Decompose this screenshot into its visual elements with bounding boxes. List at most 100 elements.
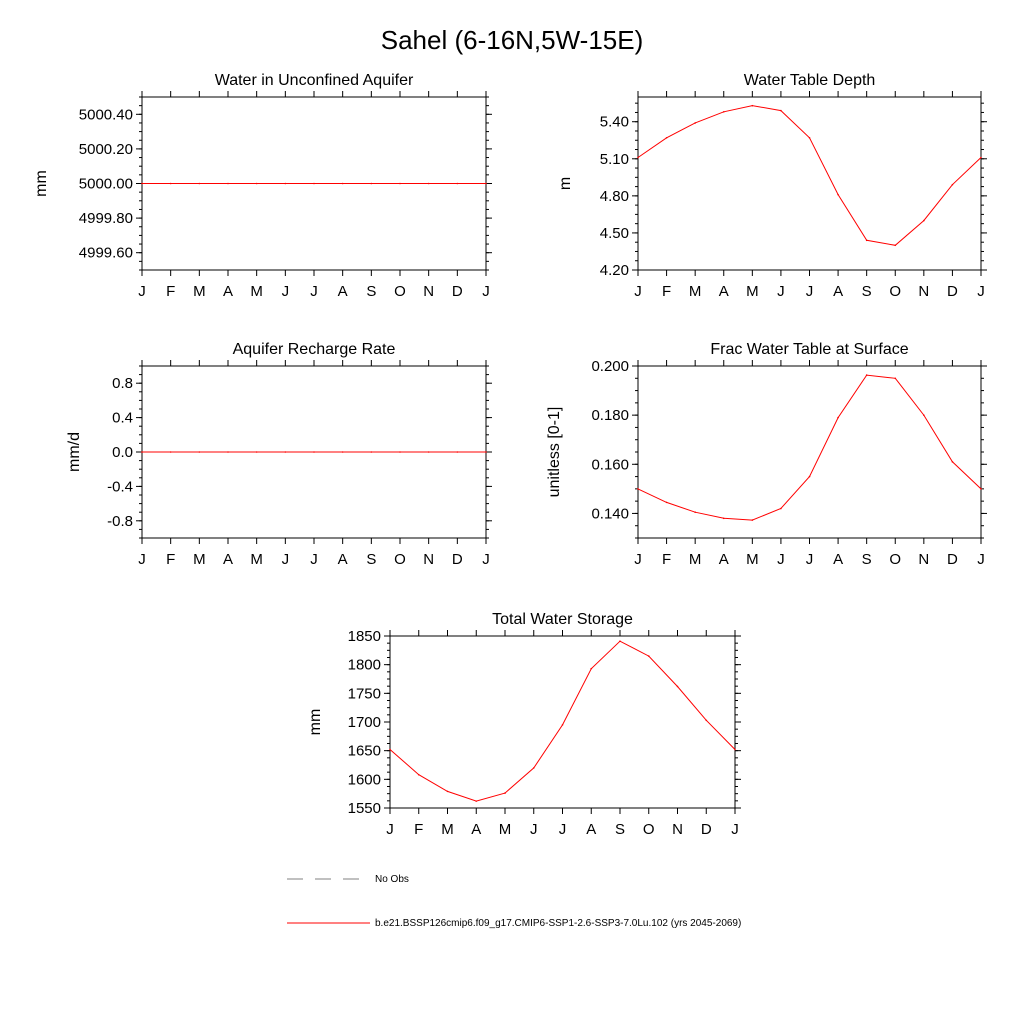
data-point: [665, 136, 668, 139]
series-line: [637, 374, 982, 521]
data-point: [647, 655, 650, 657]
x-tick-label: N: [423, 551, 434, 568]
x-tick-label: F: [166, 283, 175, 300]
x-tick-label: S: [862, 551, 872, 568]
data-point: [198, 182, 201, 185]
data-point: [198, 451, 201, 453]
data-point: [619, 640, 621, 642]
x-tick-label: J: [731, 821, 739, 838]
x-tick-label: A: [471, 821, 481, 838]
figure-title: Sahel (6-16N,5W-15E): [381, 25, 644, 55]
y-tick-label: 0.160: [591, 456, 629, 473]
x-tick-label: J: [530, 821, 538, 838]
x-tick-label: A: [223, 551, 233, 568]
y-tick-label: 1800: [348, 657, 381, 674]
x-tick-label: F: [662, 283, 671, 300]
y-tick-label: 0.180: [591, 407, 629, 424]
x-tick-label: M: [746, 551, 759, 568]
data-point: [980, 488, 982, 490]
y-tick-label: 4999.80: [79, 210, 133, 227]
data-point: [865, 239, 868, 242]
x-tick-label: M: [746, 283, 759, 300]
y-tick-label: -0.8: [107, 513, 133, 530]
x-tick-label: D: [701, 821, 712, 838]
data-point: [951, 461, 954, 463]
x-tick-label: J: [282, 551, 290, 568]
data-point: [532, 767, 535, 769]
data-point: [751, 519, 754, 521]
data-point: [456, 182, 459, 185]
x-tick-label: M: [689, 551, 702, 568]
data-point: [485, 451, 487, 453]
data-point: [446, 790, 449, 793]
data-point: [676, 685, 679, 688]
data-point: [255, 182, 258, 185]
x-tick-label: J: [138, 283, 146, 300]
data-point: [485, 182, 487, 185]
data-point: [923, 414, 925, 416]
x-tick-label: J: [777, 551, 785, 568]
x-tick-label: A: [338, 551, 348, 568]
x-tick-label: N: [672, 821, 683, 838]
x-tick-label: D: [947, 551, 958, 568]
x-tick-label: A: [719, 551, 729, 568]
data-point: [694, 511, 696, 513]
data-point: [227, 451, 229, 453]
data-point: [722, 517, 725, 520]
y-tick-label: 4.80: [600, 188, 629, 205]
data-point: [894, 244, 897, 247]
x-tick-label: J: [386, 821, 394, 838]
y-tick-label: 5000.00: [79, 176, 133, 193]
panel-title: Aquifer Recharge Rate: [233, 341, 396, 358]
panel-1: J F M A M J J A S O N D J4999.604999.805000.005000.2…: [33, 72, 492, 300]
data-point: [341, 451, 344, 453]
x-tick-label: O: [394, 551, 406, 568]
y-axis-label: m: [557, 177, 574, 190]
data-point: [475, 800, 478, 802]
panel-5: J F M A M J J A S O N D J155016001650170017501800185…: [307, 611, 741, 838]
y-axis-label: mm/d: [66, 432, 83, 472]
x-tick-label: M: [689, 283, 702, 300]
x-tick-label: A: [338, 283, 348, 300]
data-point: [923, 219, 925, 222]
y-tick-label: 5000.20: [79, 141, 133, 158]
data-point: [417, 773, 420, 776]
data-point: [389, 748, 391, 751]
x-tick-label: J: [482, 551, 490, 568]
y-tick-label: -0.4: [107, 478, 133, 495]
data-point: [313, 182, 315, 185]
y-tick-label: 4.20: [600, 262, 629, 279]
legend: No Obs b.e21.BSSP126cmip6.f09_g17.CMIP6-…: [287, 874, 741, 929]
x-tick-label: A: [833, 283, 843, 300]
y-tick-label: 1650: [348, 743, 381, 760]
data-point: [456, 451, 459, 453]
x-tick-label: N: [423, 283, 434, 300]
x-tick-label: J: [138, 551, 146, 568]
plot-frame: [637, 365, 982, 539]
y-tick-label: 1850: [348, 628, 381, 645]
data-point: [504, 792, 506, 794]
x-tick-label: J: [634, 283, 642, 300]
x-tick-label: S: [366, 551, 376, 568]
data-point: [980, 156, 982, 159]
data-point: [141, 182, 143, 185]
x-tick-label: F: [166, 551, 175, 568]
data-point: [637, 488, 639, 490]
y-axis-label: mm: [307, 709, 324, 736]
y-tick-label: 0.4: [112, 410, 133, 427]
x-tick-label: F: [414, 821, 423, 838]
y-tick-label: 0.200: [591, 358, 629, 375]
data-point: [665, 501, 668, 504]
data-point: [722, 111, 725, 113]
data-point: [865, 374, 868, 376]
data-point: [837, 416, 839, 419]
data-point: [561, 724, 564, 726]
x-tick-label: S: [862, 283, 872, 300]
y-axis-label: unitless [0-1]: [546, 407, 563, 498]
x-tick-label: N: [918, 551, 929, 568]
legend-model-label: b.e21.BSSP126cmip6.f09_g17.CMIP6-SSP1-2.…: [375, 918, 741, 929]
x-tick-label: O: [643, 821, 655, 838]
x-tick-label: M: [499, 821, 512, 838]
